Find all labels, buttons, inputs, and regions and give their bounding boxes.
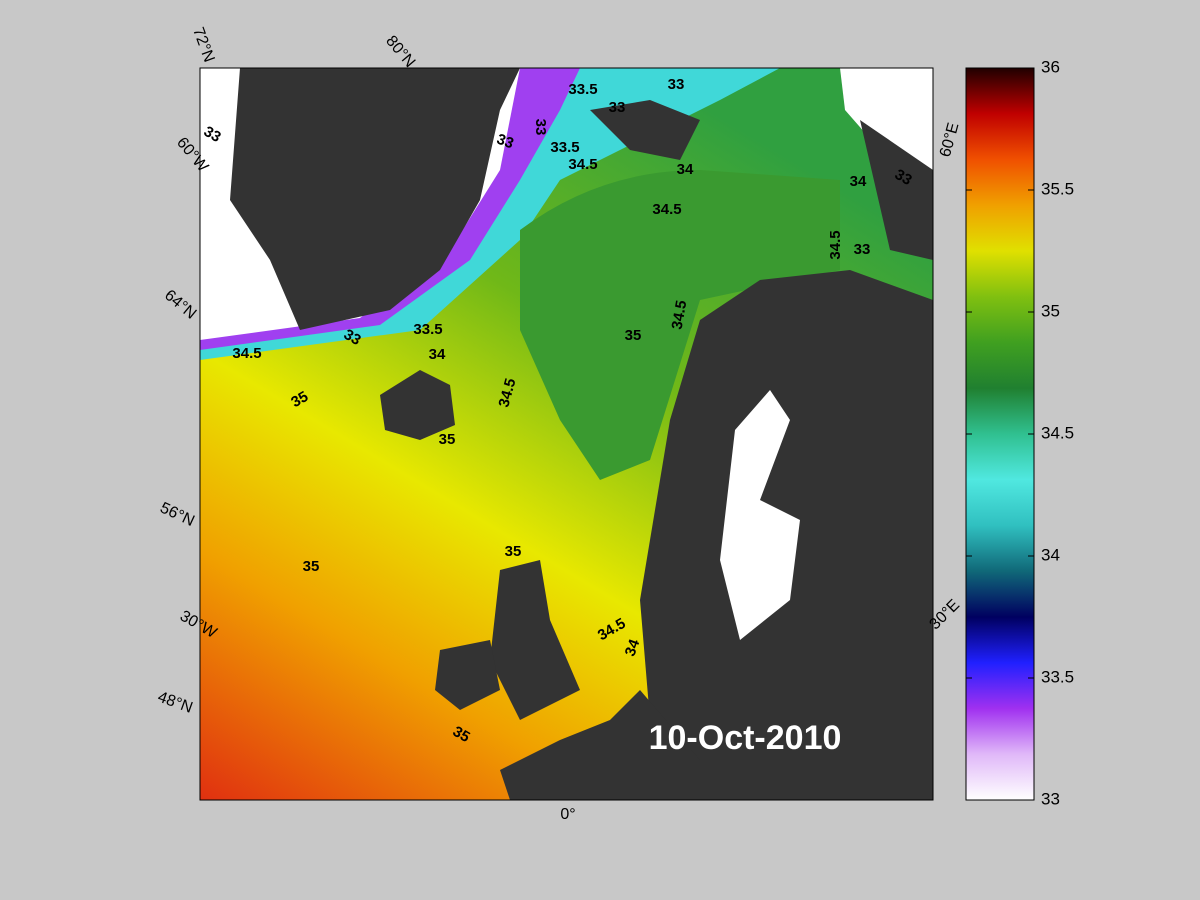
contour-label: 33 [532,119,549,136]
colorbar-tick-label: 35 [1041,301,1060,320]
svalbard [590,100,700,160]
britain [490,560,580,720]
contour-label: 34 [429,346,446,363]
greenland [230,68,520,330]
colorbar-tick-label: 36 [1041,57,1060,76]
contour-label: 33.5 [550,139,579,156]
contour-label: 34.5 [495,377,519,410]
graticule-label: 48°N [155,689,194,717]
contour-label: 33 [341,326,364,349]
contour-label: 33 [668,76,685,93]
colorbar-tick-label: 34 [1041,545,1060,564]
contour-label: 33.5 [568,81,597,98]
contour-label: 35 [450,723,473,746]
novaya-zemlya [860,120,933,260]
contour-label: 34.5 [827,230,844,259]
contour-label: 34 [622,636,644,658]
contour-label: 34.5 [232,345,261,362]
date-label: 10-Oct-2010 [649,719,842,757]
graticule-label: 60°E [937,121,962,159]
contour-label: 34.5 [652,201,681,218]
colorbar-tick-label: 33 [1041,789,1060,808]
colorbar-tick-label: 33.5 [1041,667,1074,686]
contour-label: 34 [677,161,694,178]
continent [500,690,700,800]
ireland [435,640,500,710]
contour-label: 35 [439,431,456,448]
baltic-ice [720,390,800,640]
iceland [380,370,455,440]
contour-label: 33.5 [413,321,442,338]
graticule-label: 0° [560,806,575,823]
contour-label: 34.5 [568,156,597,173]
graticule-label: 56°N [157,499,197,530]
contour-label: 35 [288,388,311,411]
map-area [200,68,933,800]
norwegian-sea [520,170,840,480]
graticule-label: 72°N [189,25,217,64]
contour-label: 33 [892,166,915,189]
contour-label: 34 [850,173,867,190]
contour-label: 35 [303,558,320,575]
colorbar-tick-label: 35.5 [1041,179,1074,198]
contour-label: 33 [201,123,224,146]
contour-label: 33 [854,241,871,258]
map-frame [199,67,934,801]
graticule-label: 80°N [382,33,418,71]
contour-label: 33 [494,131,515,153]
colorbar-tick-label: 34.5 [1041,423,1074,442]
contour-label: 35 [505,543,522,560]
contour-label: 33 [609,99,626,116]
contour-label: 34.5 [669,299,691,331]
colorbar [965,67,1035,801]
graticule-label: 64°N [161,287,199,323]
kara-ice [840,68,933,170]
contour-label: 35 [625,327,642,344]
